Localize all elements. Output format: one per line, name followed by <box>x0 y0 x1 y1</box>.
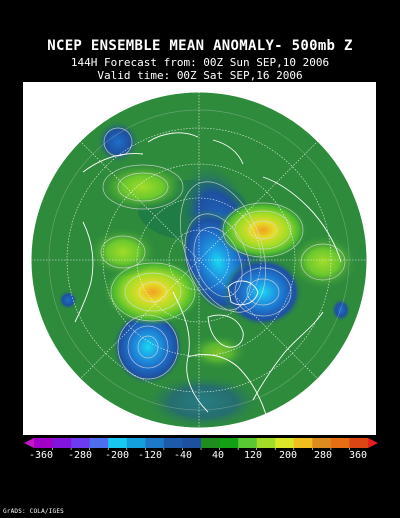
colorbar-swatch <box>275 438 295 448</box>
colorbar-swatch <box>163 438 183 448</box>
colorbar-label: -200 <box>104 450 130 461</box>
colorbar-label: 120 <box>243 450 263 461</box>
colorbar-swatch <box>89 438 109 448</box>
colorbar-swatch <box>349 438 369 448</box>
map-boundary <box>30 91 368 429</box>
colorbar-label: 280 <box>313 450 333 461</box>
colorbar-swatch <box>34 438 53 448</box>
colorbar-swatch <box>108 438 128 448</box>
map-title: NCEP ENSEMBLE MEAN ANOMALY- 500mb Z <box>47 38 353 54</box>
map-frame <box>23 82 376 435</box>
colorbar <box>24 438 378 450</box>
colorbar-label: -40 <box>173 450 193 461</box>
colorbar-swatch <box>52 438 72 448</box>
graticule <box>31 92 367 428</box>
colorbar-swatch <box>126 438 146 448</box>
colorbar-swatch <box>182 438 202 448</box>
colorbar-swatch <box>238 438 257 448</box>
coastlines <box>74 132 342 423</box>
colorbar-swatch <box>293 438 313 448</box>
forecast-subtitle: 144H Forecast from: 00Z Sun SEP,10 2006 <box>70 56 330 69</box>
grads-credit: GrADS: COLA/IGES <box>3 508 64 515</box>
colorbar-swatch <box>219 438 239 448</box>
colorbar-swatch <box>312 438 332 448</box>
colorbar-label: 360 <box>348 450 368 461</box>
colorbar-swatch <box>201 438 220 448</box>
anomaly-map <box>30 91 368 429</box>
colorbar-swatch <box>330 438 350 448</box>
colorbar-swatch <box>145 438 165 448</box>
colorbar-swatch <box>256 438 276 448</box>
colorbar-label: 40 <box>211 450 225 461</box>
colorbar-max-arrow <box>368 438 378 448</box>
colorbar-min-arrow <box>24 438 34 448</box>
colorbar-label: 200 <box>278 450 298 461</box>
colorbar-label: -280 <box>67 450 93 461</box>
colorbar-label: -360 <box>28 450 54 461</box>
colorbar-swatch <box>71 438 90 448</box>
colorbar-label: -120 <box>137 450 163 461</box>
valid-time-subtitle: Valid time: 00Z Sat SEP,16 2006 <box>97 69 303 82</box>
